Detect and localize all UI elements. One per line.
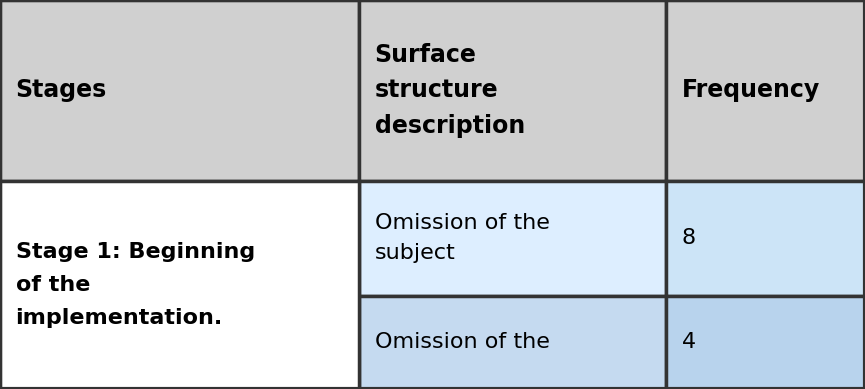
Bar xyxy=(359,181,666,296)
Bar xyxy=(666,0,865,181)
Text: 8: 8 xyxy=(682,228,695,248)
Bar xyxy=(0,0,359,181)
Bar xyxy=(359,0,666,181)
Text: 4: 4 xyxy=(682,332,695,352)
Text: Stages: Stages xyxy=(16,79,106,102)
Text: Omission of the: Omission of the xyxy=(375,332,549,352)
Bar xyxy=(0,181,359,389)
Bar xyxy=(666,296,865,389)
Bar xyxy=(666,181,865,296)
Text: Surface
structure
description: Surface structure description xyxy=(375,43,525,138)
Text: Stage 1: Beginning
of the
implementation.: Stage 1: Beginning of the implementation… xyxy=(16,242,255,328)
Text: Frequency: Frequency xyxy=(682,79,820,102)
Bar xyxy=(359,296,666,389)
Text: Omission of the
subject: Omission of the subject xyxy=(375,214,549,263)
